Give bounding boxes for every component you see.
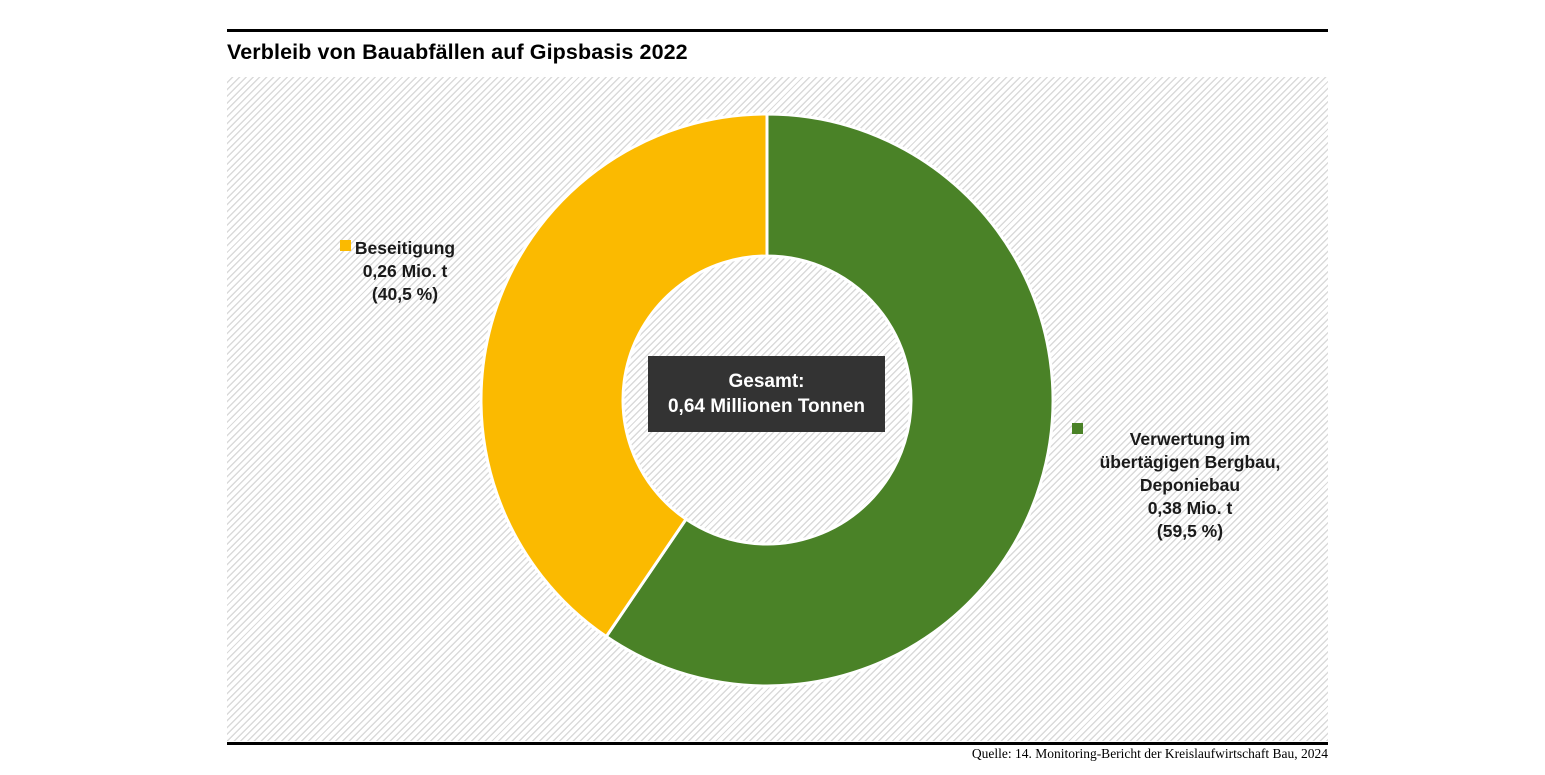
slice-beseitigung[interactable] (478, 111, 768, 639)
total-label-title: Gesamt: (728, 371, 805, 392)
total-label-value: 0,64 Millionen Tonnen (667, 396, 866, 417)
label-beseitigung-percent: (40,5 %) (371, 284, 439, 304)
label-verwertung: Verwertung im übertägigen Bergbau, Depon… (1080, 428, 1300, 543)
label-verwertung-name-line3: Deponiebau (1139, 475, 1241, 495)
label-verwertung-percent: (59,5 %) (1156, 521, 1224, 541)
label-verwertung-name-line1: Verwertung im (1129, 429, 1251, 449)
slice-verwertung[interactable] (603, 111, 1054, 687)
legend-marker-beseitigung (340, 240, 351, 251)
bottom-divider-rule (227, 742, 1328, 745)
total-label-box: Gesamt: 0,64 Millionen Tonnen (648, 356, 885, 432)
label-beseitigung: Beseitigung 0,26 Mio. t (40,5 %) (325, 237, 485, 306)
source-note: Quelle: 14. Monitoring-Bericht der Kreis… (971, 746, 1328, 761)
legend-marker-verwertung (1072, 423, 1083, 434)
label-verwertung-value: 0,38 Mio. t (1147, 498, 1233, 518)
chart-plot-area: Gesamt: 0,64 Millionen Tonnen Beseitigun… (227, 77, 1328, 741)
donut-chart (478, 111, 1054, 687)
chart-title: Verbleib von Bauabfällen auf Gipsbasis 2… (227, 40, 688, 64)
label-beseitigung-name: Beseitigung (354, 238, 456, 258)
label-beseitigung-value: 0,26 Mio. t (362, 261, 448, 281)
label-verwertung-name-line2: übertägigen Bergbau, (1099, 452, 1281, 472)
top-divider-rule (227, 29, 1328, 32)
